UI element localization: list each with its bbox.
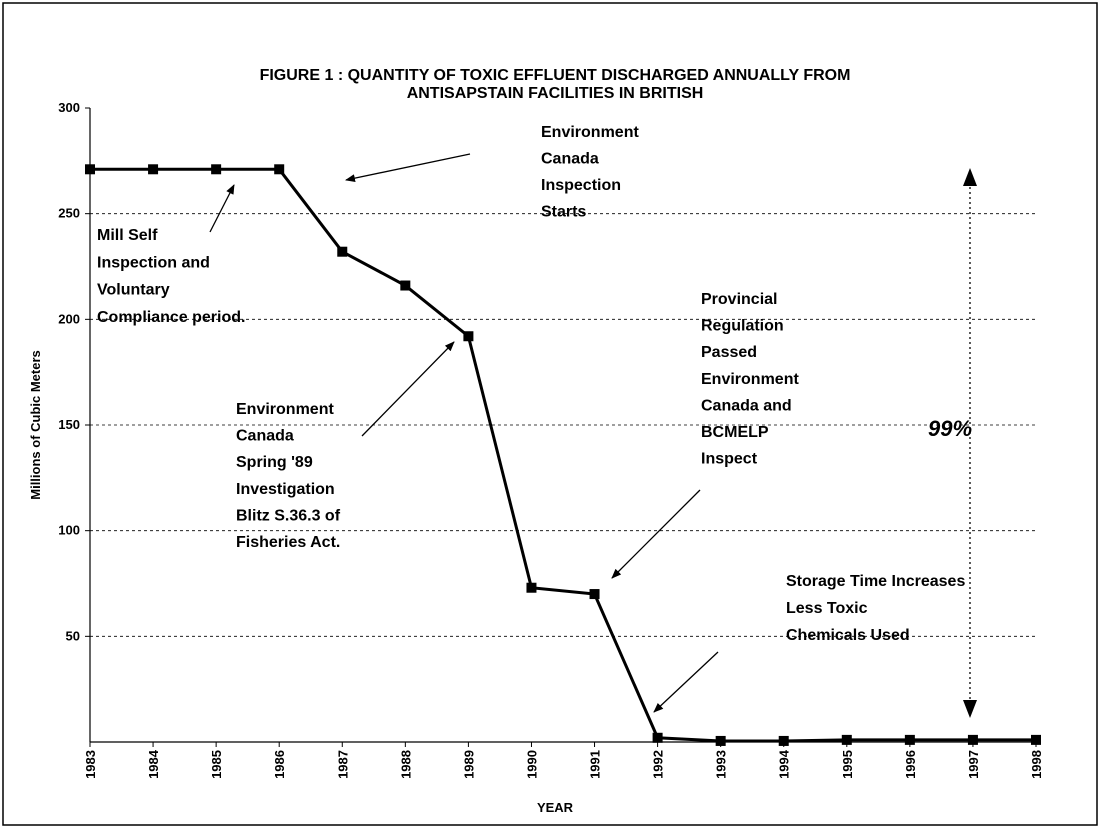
x-tick-label: 1988 <box>398 750 413 779</box>
annotation: Inspect <box>701 451 758 468</box>
x-axis-label: YEAR <box>537 800 574 815</box>
annotation: Inspection and <box>97 254 210 271</box>
y-tick-label: 50 <box>66 628 80 643</box>
x-tick-label: 1986 <box>272 750 287 779</box>
marker <box>715 735 726 746</box>
x-tick-label: 1995 <box>840 750 855 779</box>
arrow <box>611 489 701 579</box>
arrow <box>653 651 719 713</box>
marker <box>526 582 537 593</box>
annotation: Environment <box>541 124 639 141</box>
arrow <box>345 153 471 183</box>
arrow-head <box>963 168 977 186</box>
marker <box>904 734 915 745</box>
annotation: Environment <box>236 401 334 418</box>
marker <box>211 164 222 175</box>
annotation: Passed <box>701 344 757 361</box>
arrows <box>209 153 971 713</box>
annotation: Mill Self <box>97 227 158 244</box>
x-tick-label: 1983 <box>83 750 98 779</box>
annotation: Canada <box>541 151 599 168</box>
x-tick-label: 1994 <box>777 749 792 779</box>
marker <box>652 732 663 743</box>
marker <box>85 164 95 175</box>
annotation: Inspection <box>541 177 621 194</box>
annotation: Voluntary <box>97 282 170 299</box>
annotation: Blitz S.36.3 of <box>236 507 341 524</box>
annotation: Starts <box>541 204 586 221</box>
annotation: Provincial <box>701 291 777 308</box>
arrow <box>209 184 235 233</box>
marker <box>967 734 978 745</box>
annotation: Storage Time Increases <box>786 573 965 590</box>
marker <box>400 280 411 291</box>
x-tick-label: 1996 <box>903 750 918 779</box>
x-tick-label: 1985 <box>209 750 224 779</box>
x-tick-label: 1984 <box>146 749 161 779</box>
y-tick-label: 200 <box>58 311 80 326</box>
marker <box>148 164 159 175</box>
y-axis-label: Millions of Cubic Meters <box>28 350 43 500</box>
x-tick-label: 1989 <box>461 750 476 779</box>
annotation: Investigation <box>236 481 335 498</box>
x-tick-label: 1991 <box>588 750 603 779</box>
annotation: Canada <box>236 428 294 445</box>
y-tick-label: 250 <box>58 206 80 221</box>
annotation: BCMELP <box>701 424 769 441</box>
marker <box>841 734 852 745</box>
x-tick-label: 1992 <box>651 750 666 779</box>
annotation: 99% <box>928 416 972 441</box>
chart-title: ANTISAPSTAIN FACILITIES IN BRITISH <box>407 85 704 102</box>
arrow-head <box>963 700 977 718</box>
arrow <box>361 341 455 437</box>
annotation: Spring '89 <box>236 454 313 471</box>
marker <box>337 246 348 257</box>
marker <box>274 164 285 175</box>
x-tick-label: 1997 <box>966 750 981 779</box>
annotation: Compliance period. <box>97 309 245 326</box>
y-tick-label: 150 <box>58 417 80 432</box>
x-tick-label: 1987 <box>335 750 350 779</box>
y-tick-label: 100 <box>58 523 80 538</box>
annotation: Less Toxic <box>786 600 868 617</box>
y-tick-label: 300 <box>58 100 80 115</box>
marker <box>589 589 600 600</box>
chart-title: FIGURE 1 : QUANTITY OF TOXIC EFFLUENT DI… <box>260 67 851 84</box>
line-series <box>90 167 1036 743</box>
marker <box>463 331 474 342</box>
annotation: Canada and <box>701 397 792 414</box>
annotation: Environment <box>701 371 799 388</box>
annotation: Chemicals Used <box>786 627 910 644</box>
marker <box>1031 734 1041 745</box>
x-tick-label: 1998 <box>1029 750 1044 779</box>
x-tick-label: 1990 <box>524 750 539 779</box>
annotation: Fisheries Act. <box>236 534 340 551</box>
marker <box>778 735 789 746</box>
x-tick-label: 1993 <box>714 750 729 779</box>
annotation: Regulation <box>701 318 784 335</box>
